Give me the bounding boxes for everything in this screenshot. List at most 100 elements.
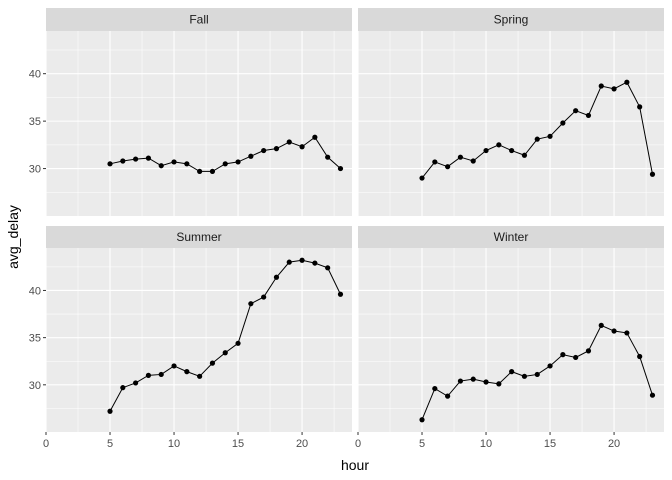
data-point [145,155,152,161]
data-point [547,363,553,369]
data-point [547,133,553,139]
y-tick-label: 35 [29,333,41,345]
data-point [235,159,241,165]
data-point [158,371,164,378]
data-point [560,120,566,126]
data-point [248,153,254,159]
data-point [649,392,656,398]
data-point [312,260,318,266]
x-tick-label: 15 [544,438,556,450]
data-point [184,161,190,167]
x-tick-label: 10 [168,438,180,450]
facet-strip [46,8,352,31]
x-tick-label: 10 [480,438,492,450]
x-tick-label: 0 [355,438,361,450]
facet-panel-spring: Spring [357,8,664,216]
y-tick-label: 40 [29,69,41,81]
data-point [235,340,241,346]
data-point [325,154,331,160]
y-axis-title: avg_delay [5,205,21,269]
data-point [611,86,617,92]
panel-background [358,248,664,432]
panel-background [358,31,664,216]
facet-panels: Fall Spring Summer Winter [45,8,664,432]
data-point [470,158,476,164]
facet-panel-summer: Summer [45,226,352,432]
data-point [624,79,630,85]
data-point [261,147,267,154]
data-point [432,385,438,392]
data-point [573,108,579,114]
data-point [432,159,438,165]
data-point [337,291,344,297]
data-point [521,152,528,158]
x-axis-title: hour [341,457,369,473]
data-point [637,353,643,360]
data-point [209,168,216,175]
data-point [337,165,344,172]
data-point [445,393,451,399]
data-point [534,136,540,142]
data-point [286,259,292,265]
y-tick-label: 30 [29,380,41,392]
x-tick-label: 5 [107,438,113,450]
data-point [158,163,164,169]
data-point [286,139,292,145]
data-point [133,380,139,386]
data-point [483,379,489,385]
data-point [107,408,113,414]
facet-strip [358,8,664,31]
data-point [197,373,203,379]
data-point [273,274,280,280]
data-point [560,352,566,358]
axes: 30 35 40 30 35 40 0 5 10 15 20 0 5 10 15 20 [29,69,620,450]
data-point [419,417,425,423]
x-tick-label: 20 [608,438,620,450]
data-point [107,161,113,167]
data-point [585,348,592,354]
data-point [325,265,331,271]
data-point [445,164,451,170]
data-point [120,385,126,391]
data-point [534,371,540,378]
data-point [483,147,489,154]
data-point [521,373,528,379]
data-point [496,142,502,148]
y-tick-label: 30 [29,164,41,176]
panel-background [46,248,352,432]
facet-strip-label: Winter [494,230,529,244]
data-point [598,83,604,89]
data-point [171,159,177,165]
data-point [299,257,305,263]
data-point [197,168,203,175]
data-point [585,112,592,119]
data-point [145,372,152,378]
data-point [261,294,267,300]
data-point [573,354,579,361]
facet-strip-label: Fall [189,13,208,27]
data-point [419,175,425,181]
x-tick-label: 0 [43,438,49,450]
data-point [598,322,604,328]
data-point [649,171,656,177]
data-point [209,360,216,366]
x-tick-label: 15 [232,438,244,450]
facet-strip-label: Spring [494,13,529,27]
data-point [222,161,228,167]
facet-panel-fall: Fall [45,8,352,216]
data-point [312,134,318,140]
facet-panel-winter: Winter [357,226,664,432]
data-point [496,381,502,387]
facet-strip-label: Summer [176,230,221,244]
data-point [273,146,280,152]
data-point [457,378,464,384]
data-point [184,369,190,375]
facet-strip [358,226,664,248]
data-point [470,376,476,382]
data-point [509,369,515,375]
data-point [299,144,305,150]
x-tick-label: 5 [419,438,425,450]
data-point [611,328,617,334]
data-point [171,363,177,369]
data-point [509,147,515,154]
